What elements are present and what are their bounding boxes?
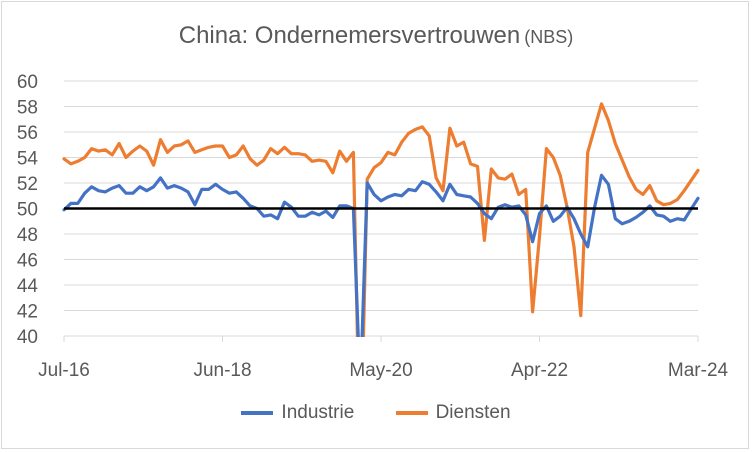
series-lines [62, 102, 700, 337]
chart-title: China: Ondernemersvertrouwen [178, 22, 521, 49]
y-tick-label-60: 60 [17, 72, 38, 93]
y-tick-label-56: 56 [17, 123, 38, 144]
chart-subtitle: (NBS) [524, 27, 574, 47]
x-tick-label-3: Apr-22 [511, 360, 568, 381]
legend-label-diensten: Diensten [435, 402, 511, 423]
x-tick-label-1: Jun-18 [193, 360, 251, 381]
legend-swatch-diensten [395, 410, 428, 415]
y-tick-label-50: 50 [17, 200, 38, 221]
legend-item-industrie: Industrie [241, 402, 354, 424]
x-tick-label-4: Mar-24 [668, 360, 729, 381]
y-tick-label-58: 58 [17, 98, 38, 119]
series-line-industrie [62, 173, 700, 337]
y-tick-label-48: 48 [17, 225, 38, 246]
chart-title-block: China: Ondernemersvertrouwen (NBS) [0, 22, 752, 50]
y-tick-label-44: 44 [17, 276, 39, 297]
legend-swatch-industrie [241, 410, 274, 415]
grid-lines [64, 80, 698, 337]
x-tick-label-2: May-20 [349, 360, 412, 381]
series-line-diensten [62, 102, 700, 337]
x-tick-label-0: Jul-16 [38, 360, 90, 381]
legend-label-industrie: Industrie [281, 402, 355, 423]
legend: Industrie Diensten [0, 402, 752, 424]
legend-item-diensten: Diensten [395, 402, 511, 424]
y-tick-label-42: 42 [17, 302, 38, 323]
y-axis-ticks: 40 42 44 46 48 50 52 54 56 58 60 [17, 72, 39, 348]
x-axis-ticks: Jul-16 Jun-18 May-20 Apr-22 Mar-24 [38, 336, 729, 381]
y-tick-label-46: 46 [17, 251, 38, 272]
y-tick-label-52: 52 [17, 174, 38, 195]
y-tick-label-40: 40 [17, 327, 38, 348]
y-tick-label-54: 54 [17, 149, 39, 170]
